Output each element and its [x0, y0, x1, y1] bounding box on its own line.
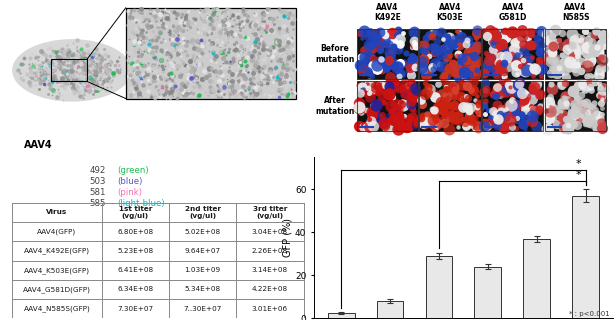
Text: AAV4_K503E(GFP): AAV4_K503E(GFP) [24, 267, 90, 274]
Bar [524, 239, 550, 318]
Bar [426, 256, 453, 318]
Bar [357, 29, 418, 79]
Ellipse shape [12, 39, 132, 102]
Text: 6.41E+08: 6.41E+08 [118, 267, 153, 273]
Text: * : p<0.001: * : p<0.001 [569, 311, 610, 317]
Bar [482, 81, 543, 131]
Text: 9.64E+07: 9.64E+07 [185, 248, 221, 254]
Text: 5.23E+08: 5.23E+08 [118, 248, 153, 254]
Text: 585: 585 [90, 199, 107, 208]
Bar [126, 8, 296, 99]
Text: AAV4_K492E(GFP): AAV4_K492E(GFP) [24, 248, 90, 254]
Text: After
mutation: After mutation [315, 96, 355, 116]
Bar [376, 301, 403, 318]
Text: AAV4_G581D(GFP): AAV4_G581D(GFP) [23, 286, 91, 293]
Bar [482, 29, 543, 79]
Bar [419, 81, 480, 131]
Bar [482, 81, 543, 131]
Text: 4.22E+08: 4.22E+08 [252, 286, 288, 292]
Text: 3rd titer
(vg/ul): 3rd titer (vg/ul) [253, 206, 287, 219]
Text: AAV4
K503E: AAV4 K503E [437, 3, 463, 22]
Text: 6.80E+08: 6.80E+08 [118, 229, 153, 235]
Bar [357, 81, 418, 131]
Text: AAV4
K492E: AAV4 K492E [374, 3, 400, 22]
Bar [545, 81, 606, 131]
Text: (pink): (pink) [117, 188, 142, 197]
Text: (light-blue): (light-blue) [117, 199, 164, 208]
Bar [545, 81, 606, 131]
Bar [545, 29, 606, 79]
Text: 6.34E+08: 6.34E+08 [118, 286, 153, 292]
Text: 7..30E+07: 7..30E+07 [184, 306, 222, 312]
Bar [419, 29, 480, 79]
Bar [328, 313, 355, 318]
Text: 503: 503 [90, 177, 107, 186]
Text: 5.02E+08: 5.02E+08 [185, 229, 221, 235]
Bar [545, 29, 606, 79]
Bar [572, 196, 599, 318]
Bar [474, 267, 501, 318]
Text: (blue): (blue) [117, 177, 142, 186]
Text: 3.14E+08: 3.14E+08 [252, 267, 288, 273]
Text: 581: 581 [90, 188, 107, 197]
Text: Virus: Virus [46, 209, 68, 215]
Text: 3.01E+06: 3.01E+06 [252, 306, 288, 312]
Bar [357, 29, 418, 79]
Text: AAV4
N585S: AAV4 N585S [562, 3, 590, 22]
Y-axis label: GFP (%): GFP (%) [282, 218, 292, 257]
Text: 492: 492 [90, 166, 106, 175]
Text: AAV4
G581D: AAV4 G581D [498, 3, 527, 22]
Text: 2.26E+08: 2.26E+08 [252, 248, 288, 254]
Text: 3.04E+08: 3.04E+08 [252, 229, 288, 235]
Text: *: * [576, 159, 582, 169]
Text: *: * [576, 170, 582, 180]
Text: AAV4(GFP): AAV4(GFP) [38, 228, 76, 235]
Text: (green): (green) [117, 166, 148, 175]
Text: AAV4: AAV4 [24, 140, 53, 150]
Text: 5.34E+08: 5.34E+08 [185, 286, 221, 292]
Bar [419, 29, 480, 79]
Text: AAV4_N585S(GFP): AAV4_N585S(GFP) [23, 305, 91, 312]
Bar [419, 81, 480, 131]
Bar [357, 81, 418, 131]
Text: 7.30E+07: 7.30E+07 [118, 306, 153, 312]
Bar [482, 29, 543, 79]
Text: 1st titer
(vg/ul): 1st titer (vg/ul) [119, 206, 152, 219]
Text: Before
mutation: Before mutation [315, 44, 355, 64]
Bar [51, 60, 87, 81]
Text: 1.03E+09: 1.03E+09 [185, 267, 221, 273]
Text: 2nd titer
(vg/ul): 2nd titer (vg/ul) [185, 206, 221, 219]
